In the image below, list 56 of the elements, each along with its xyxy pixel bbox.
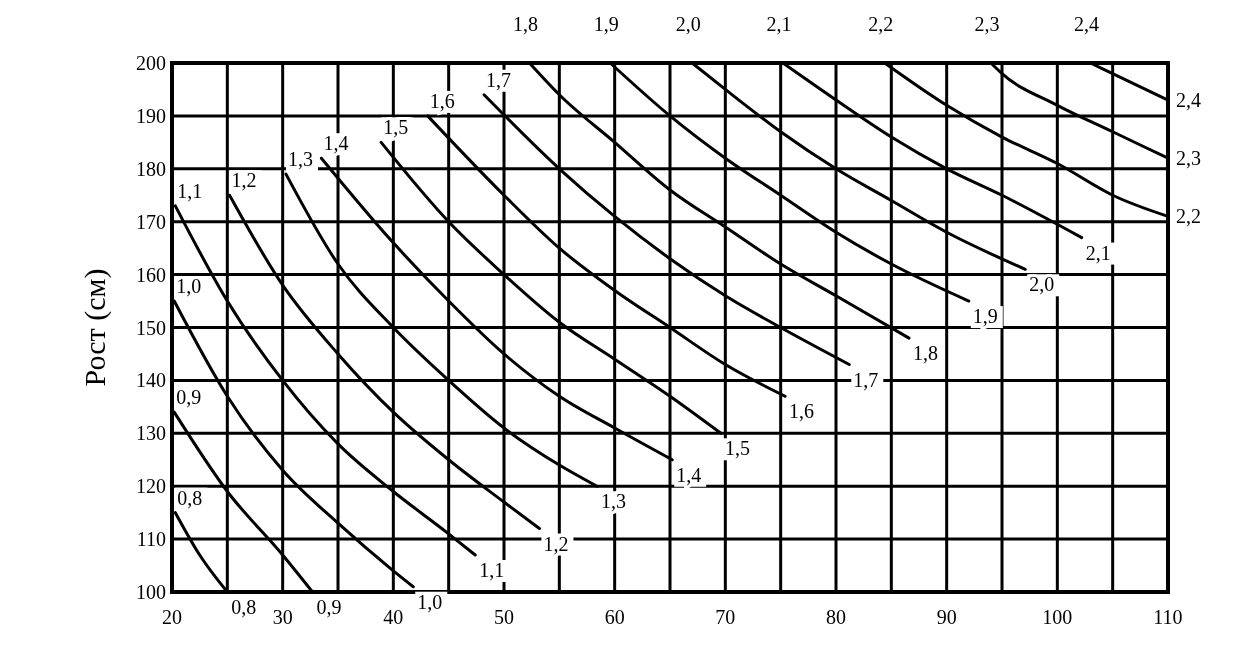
x-tick-label: 50 bbox=[494, 606, 514, 628]
text: 0,9 bbox=[316, 596, 342, 618]
y-axis-title: Рост (см) bbox=[78, 268, 112, 387]
text: 1,9 bbox=[593, 13, 619, 35]
text: 1,5 bbox=[724, 437, 750, 460]
x-tick-label: 40 bbox=[383, 606, 404, 628]
series-label: 1,6 bbox=[429, 89, 455, 112]
y-tick-label: 140 bbox=[136, 369, 166, 392]
text: 2,4 bbox=[1074, 13, 1100, 35]
x-tick-label: 60 bbox=[604, 606, 625, 628]
series-label: 1,2 bbox=[231, 169, 257, 192]
text: 1,1 bbox=[479, 558, 505, 581]
y-tick-label: 170 bbox=[136, 210, 166, 233]
series-label: 1,9 bbox=[972, 305, 998, 328]
x-tick-label: 70 bbox=[715, 606, 736, 628]
series-label: 1,7 bbox=[486, 68, 512, 91]
y-tick-label: 150 bbox=[136, 316, 166, 339]
y-tick-label: 160 bbox=[136, 263, 166, 286]
series-label: 1,5 bbox=[383, 116, 409, 139]
text: 1,0 bbox=[417, 590, 443, 613]
text: 1,7 bbox=[853, 368, 879, 391]
series-label: 2,4 bbox=[1176, 89, 1201, 112]
text: 2,2 bbox=[868, 13, 894, 35]
y-tick-label: 110 bbox=[136, 528, 166, 551]
series-label: 1,4 bbox=[323, 132, 349, 155]
text: 1,3 bbox=[600, 490, 626, 513]
series-label: 2,1 bbox=[1085, 241, 1111, 264]
text: 0,8 bbox=[231, 596, 257, 618]
series-label: 2,3 bbox=[1176, 147, 1201, 170]
text: 1,2 bbox=[543, 532, 569, 555]
series-label: 1,0 bbox=[176, 275, 202, 298]
y-tick-label: 130 bbox=[136, 422, 166, 445]
series-label: 1,1 bbox=[177, 179, 203, 202]
text: 2,0 bbox=[675, 13, 701, 35]
y-tick-label: 100 bbox=[136, 581, 166, 603]
x-tick-label: 80 bbox=[826, 606, 846, 628]
text: 1,4 bbox=[676, 463, 702, 486]
y-tick-label: 180 bbox=[136, 157, 166, 180]
text: 1,8 bbox=[512, 13, 538, 35]
series-label: 2,0 bbox=[1029, 273, 1055, 296]
series-label: 1,8 bbox=[913, 342, 939, 365]
text: 1,6 bbox=[789, 400, 815, 423]
x-tick-label: 100 bbox=[1042, 606, 1073, 628]
series-label: 1,3 bbox=[287, 148, 313, 171]
y-tick-label: 200 bbox=[136, 52, 166, 74]
x-tick-label: 20 bbox=[162, 606, 182, 628]
x-tick-label: 90 bbox=[936, 606, 957, 628]
series-label: 0,8 bbox=[177, 486, 203, 509]
text: 2,3 bbox=[974, 13, 1000, 35]
y-tick-label: 120 bbox=[136, 475, 166, 498]
series-label: 2,2 bbox=[1176, 205, 1201, 228]
text: 2,1 bbox=[766, 13, 792, 35]
series-label: 0,9 bbox=[176, 386, 202, 409]
x-tick-label: 30 bbox=[272, 606, 293, 628]
y-tick-label: 190 bbox=[136, 104, 166, 127]
x-tick-label: 110 bbox=[1153, 606, 1183, 628]
